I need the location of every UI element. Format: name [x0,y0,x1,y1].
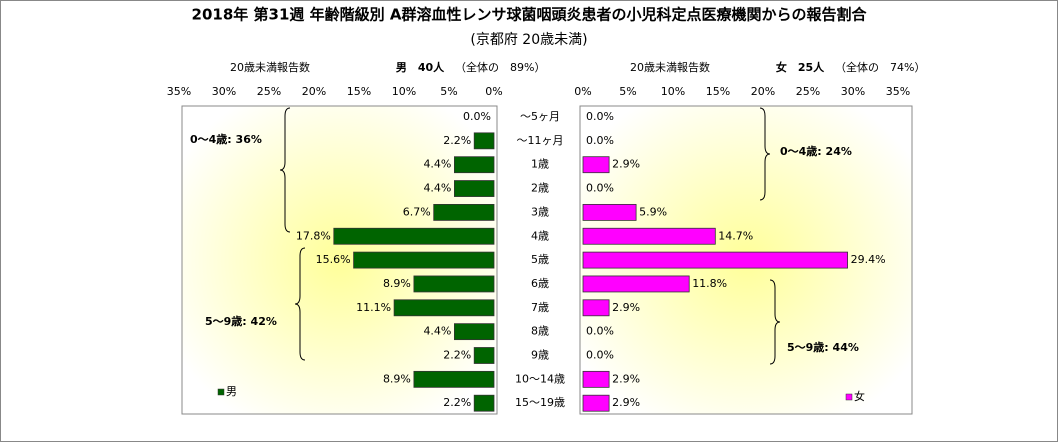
value-label: 2.2% [443,396,471,409]
value-label: 2.9% [612,158,640,171]
annotation: 0～4歳: 36% [190,132,262,146]
x-tick-label: 5% [619,85,636,98]
bar [433,203,495,221]
value-label: 4.4% [423,158,451,171]
value-label: 15.6% [316,253,351,266]
x-tick-label: 15% [706,85,730,98]
value-label: 8.9% [383,372,411,385]
bar [582,394,610,412]
category-label: 9歳 [531,349,549,362]
x-tick-label: 15% [347,85,371,98]
bar [453,156,495,174]
bar [473,132,495,150]
category-label: 1歳 [531,158,549,171]
bracket [279,107,291,233]
x-tick-label: 25% [257,85,281,98]
value-label: 0.0% [586,182,614,195]
annotation: 5～9歳: 42% [205,314,277,328]
legend-swatch [217,388,225,396]
category-label: 8歳 [531,325,549,338]
value-label: 11.8% [692,277,727,290]
x-tick-label: 10% [392,85,416,98]
value-label: 0.0% [586,325,614,338]
value-label: 2.9% [612,372,640,385]
bracket [294,247,306,361]
bar [582,203,637,221]
bar [473,394,495,412]
bar [353,251,495,269]
value-label: 0.0% [586,134,614,147]
x-tick-label: 25% [796,85,820,98]
bar [582,156,610,174]
value-label: 11.1% [356,301,391,314]
x-tick-label: 35% [167,85,191,98]
x-tick-label: 30% [212,85,236,98]
value-label: 29.4% [851,253,886,266]
bar [453,323,495,341]
value-label: 4.4% [423,325,451,338]
value-label: 2.9% [612,301,640,314]
x-tick-label: 20% [302,85,326,98]
bar [453,180,495,197]
category-label: 4歳 [531,229,549,242]
header-note: （全体の 74%） [835,60,925,74]
value-label: 5.9% [639,205,667,218]
category-label: 10～14歳 [515,372,565,385]
bar [413,275,495,293]
bar [582,370,610,388]
bracket [769,279,781,365]
category-label: 2歳 [531,182,549,195]
header: 女 25人 [776,60,825,74]
value-label: 17.8% [296,229,331,242]
bar [582,227,716,245]
annotation: 0～4歳: 24% [780,144,852,158]
category-label: ～11ヶ月 [517,134,564,147]
header-label: 20歳未満報告数 [230,61,310,74]
category-label: 5歳 [531,253,549,266]
bracket [759,107,771,201]
chart-subtitle: (京都府 20歳未満) [470,32,587,48]
bar [582,251,849,269]
bar [582,299,610,317]
category-label: 3歳 [531,205,549,218]
category-label: 15～19歳 [515,396,565,409]
bar [393,299,495,317]
bar [473,347,495,364]
x-tick-label: 30% [841,85,865,98]
value-label: 6.7% [403,205,431,218]
value-label: 2.2% [443,349,471,362]
value-label: 4.4% [423,182,451,195]
legend-label: 女 [854,389,865,403]
x-tick-label: 5% [440,85,457,98]
header: 男 40人 [396,60,445,74]
category-label: ～5ヶ月 [520,110,560,123]
value-label: 0.0% [463,110,491,123]
bar [333,227,495,245]
value-label: 0.0% [586,349,614,362]
x-tick-label: 10% [661,85,685,98]
value-label: 2.2% [443,134,471,147]
x-tick-label: 35% [886,85,910,98]
bar [413,370,495,388]
chart-title: 2018年 第31週 年齢階級別 A群溶血性レンサ球菌咽頭炎患者の小児科定点医療… [192,6,868,24]
header-note: （全体の 89%） [455,60,545,74]
category-label: 7歳 [531,301,549,314]
value-label: 8.9% [383,277,411,290]
legend-label: 男 [226,385,237,398]
value-label: 14.7% [718,229,753,242]
category-label: 6歳 [531,277,549,290]
bar [582,275,690,293]
value-label: 0.0% [586,110,614,123]
value-label: 2.9% [612,396,640,409]
annotation: 5～9歳: 44% [787,340,859,354]
legend-swatch [845,393,853,401]
x-tick-label: 0% [485,85,502,98]
x-tick-label: 20% [751,85,775,98]
header-label: 20歳未満報告数 [630,61,710,74]
x-tick-label: 0% [574,85,591,98]
